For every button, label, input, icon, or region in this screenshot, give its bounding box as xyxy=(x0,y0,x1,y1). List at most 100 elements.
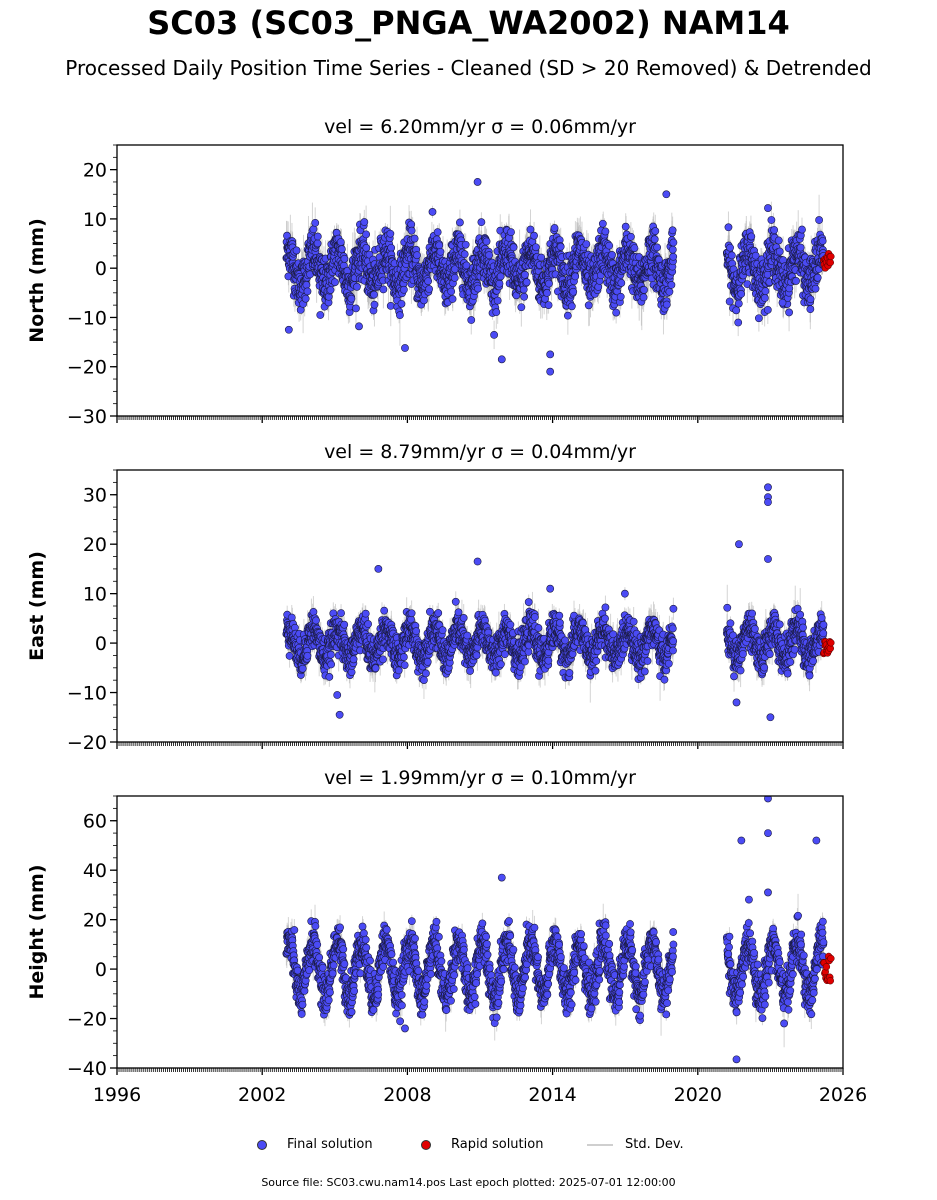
final-point xyxy=(546,350,555,359)
final-point xyxy=(616,292,625,301)
final-point xyxy=(460,250,469,259)
final-point xyxy=(311,218,320,227)
final-point xyxy=(662,190,671,199)
final-point xyxy=(598,219,607,228)
y-tick-label: 10 xyxy=(83,209,107,231)
final-point xyxy=(355,322,363,331)
final-point xyxy=(435,241,444,250)
final-point xyxy=(386,301,395,310)
final-point xyxy=(482,237,491,246)
final-point xyxy=(665,287,674,296)
final-point xyxy=(379,285,388,294)
final-point xyxy=(667,280,676,289)
final-point xyxy=(490,330,499,339)
final-point xyxy=(520,292,529,301)
final-point xyxy=(543,288,551,297)
final-point xyxy=(507,228,515,237)
rapid-point xyxy=(827,252,835,261)
final-point xyxy=(640,285,648,294)
final-point xyxy=(785,308,793,317)
final-solution-series xyxy=(282,178,828,376)
final-point xyxy=(433,228,442,237)
final-point xyxy=(407,226,416,235)
panel-0: vel = 6.20mm/yr σ = 0.06mm/yr −30 −20 −10 0 1… xyxy=(26,116,844,428)
final-point xyxy=(456,218,464,227)
final-point xyxy=(362,244,371,252)
final-point xyxy=(567,302,576,311)
final-point xyxy=(473,178,482,186)
final-point xyxy=(336,238,345,246)
final-point xyxy=(537,253,546,262)
y-tick-label: 0 xyxy=(95,258,107,280)
final-point xyxy=(650,235,659,244)
final-point xyxy=(326,286,335,294)
final-point xyxy=(448,295,457,303)
final-point xyxy=(353,282,361,291)
final-point xyxy=(467,316,476,324)
final-point xyxy=(461,240,470,249)
final-point xyxy=(410,234,419,243)
final-point xyxy=(313,239,322,248)
final-point xyxy=(668,226,677,235)
final-point xyxy=(545,279,553,288)
final-point xyxy=(303,287,312,296)
final-point xyxy=(521,270,529,279)
final-point xyxy=(436,247,445,256)
final-point xyxy=(651,227,660,235)
final-point xyxy=(798,225,806,234)
final-point xyxy=(813,273,822,282)
final-point xyxy=(301,294,310,303)
final-point xyxy=(584,301,593,310)
final-point xyxy=(493,296,502,305)
final-point xyxy=(424,277,433,286)
final-point xyxy=(732,306,741,315)
final-point xyxy=(360,218,369,226)
final-point xyxy=(763,305,772,314)
final-point xyxy=(582,240,591,249)
final-point xyxy=(395,311,404,320)
final-point xyxy=(544,301,553,309)
final-point xyxy=(337,245,346,254)
final-point xyxy=(530,231,538,240)
final-point xyxy=(546,367,555,376)
final-point xyxy=(767,216,776,224)
y-tick-label: −30 xyxy=(67,406,107,428)
final-point xyxy=(330,278,339,287)
final-point xyxy=(370,300,379,309)
final-point xyxy=(669,252,678,261)
final-point xyxy=(292,246,301,255)
final-point xyxy=(556,242,565,251)
final-point xyxy=(526,225,535,234)
final-point xyxy=(496,272,505,281)
final-point xyxy=(818,237,827,245)
rapid-point xyxy=(826,258,834,267)
final-point xyxy=(727,251,736,260)
final-point xyxy=(630,244,639,253)
final-point xyxy=(509,243,518,252)
y-tick-label: −20 xyxy=(67,357,107,379)
final-point xyxy=(761,287,770,296)
final-point xyxy=(605,241,614,250)
final-point xyxy=(563,311,572,320)
final-point xyxy=(747,232,756,241)
final-point xyxy=(413,251,421,260)
final-point xyxy=(668,245,677,254)
final-point xyxy=(778,298,787,307)
final-point xyxy=(284,325,293,334)
final-point xyxy=(726,243,734,252)
final-point xyxy=(792,277,800,285)
final-point xyxy=(775,247,784,256)
plots-canvas: vel = 6.20mm/yr σ = 0.06mm/yr −30 −20 −10 0 1… xyxy=(26,116,867,1106)
final-point xyxy=(669,238,678,247)
final-point xyxy=(571,272,580,281)
data-layer xyxy=(282,178,835,376)
final-point xyxy=(608,251,616,259)
final-point xyxy=(497,355,506,364)
final-point xyxy=(621,222,630,231)
final-point xyxy=(601,227,610,236)
final-point xyxy=(425,285,434,293)
final-point xyxy=(313,232,322,241)
final-point xyxy=(796,243,805,252)
final-point xyxy=(517,303,526,312)
final-point xyxy=(316,311,325,319)
